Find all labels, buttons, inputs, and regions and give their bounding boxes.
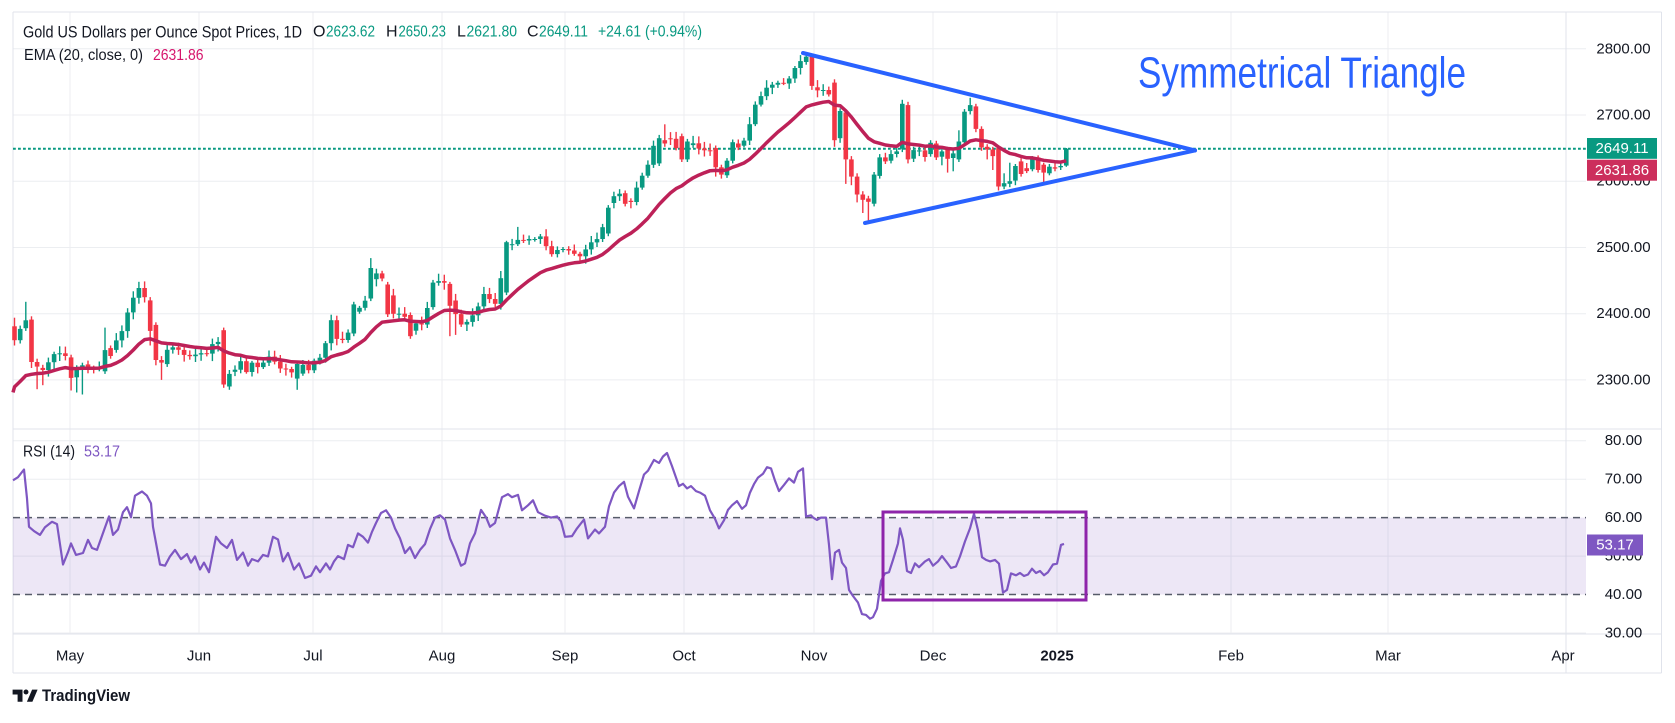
svg-text:2631.86: 2631.86 (153, 47, 204, 64)
svg-text:2621.80: 2621.80 (467, 24, 518, 41)
svg-text:Apr: Apr (1551, 648, 1574, 665)
svg-text:+24.61 (+0.94%): +24.61 (+0.94%) (598, 24, 702, 41)
svg-text:Nov: Nov (801, 648, 828, 665)
svg-text:EMA (20, close, 0): EMA (20, close, 0) (24, 47, 143, 64)
svg-text:Dec: Dec (920, 648, 947, 665)
svg-text:H: H (386, 24, 398, 41)
svg-text:Oct: Oct (672, 648, 696, 665)
svg-text:2400.00: 2400.00 (1596, 305, 1650, 322)
svg-text:53.17: 53.17 (1596, 537, 1634, 554)
svg-text:2649.11: 2649.11 (1595, 140, 1648, 157)
svg-text:RSI (14): RSI (14) (23, 444, 75, 461)
svg-text:2025: 2025 (1040, 648, 1073, 665)
svg-text:60.00: 60.00 (1605, 509, 1643, 526)
svg-text:2631.86: 2631.86 (1595, 162, 1649, 179)
svg-text:40.00: 40.00 (1605, 586, 1643, 603)
svg-text:C: C (527, 24, 539, 41)
svg-text:2300.00: 2300.00 (1596, 371, 1650, 388)
svg-text:2700.00: 2700.00 (1596, 107, 1650, 124)
svg-text:2500.00: 2500.00 (1596, 239, 1650, 256)
svg-text:May: May (56, 648, 85, 665)
svg-text:Sep: Sep (552, 648, 579, 665)
svg-text:Gold US Dollars per Ounce Spot: Gold US Dollars per Ounce Spot Prices, 1… (23, 23, 302, 42)
svg-text:Jun: Jun (187, 648, 211, 665)
svg-text:O: O (313, 24, 325, 41)
svg-text:Jul: Jul (303, 648, 322, 665)
svg-text:70.00: 70.00 (1605, 471, 1643, 488)
svg-text:53.17: 53.17 (84, 444, 120, 461)
svg-text:TradingView: TradingView (42, 686, 131, 705)
svg-text:L: L (457, 24, 466, 41)
svg-text:2800.00: 2800.00 (1596, 40, 1650, 57)
svg-text:2649.11: 2649.11 (539, 24, 588, 41)
svg-text:Feb: Feb (1218, 648, 1244, 665)
svg-text:Symmetrical Triangle: Symmetrical Triangle (1138, 49, 1466, 98)
svg-text:Aug: Aug (429, 648, 456, 665)
svg-text:2623.62: 2623.62 (326, 24, 375, 41)
svg-text:30.00: 30.00 (1605, 625, 1643, 642)
svg-text:Mar: Mar (1375, 648, 1401, 665)
svg-text:2650.23: 2650.23 (399, 24, 447, 41)
svg-text:80.00: 80.00 (1605, 432, 1643, 449)
